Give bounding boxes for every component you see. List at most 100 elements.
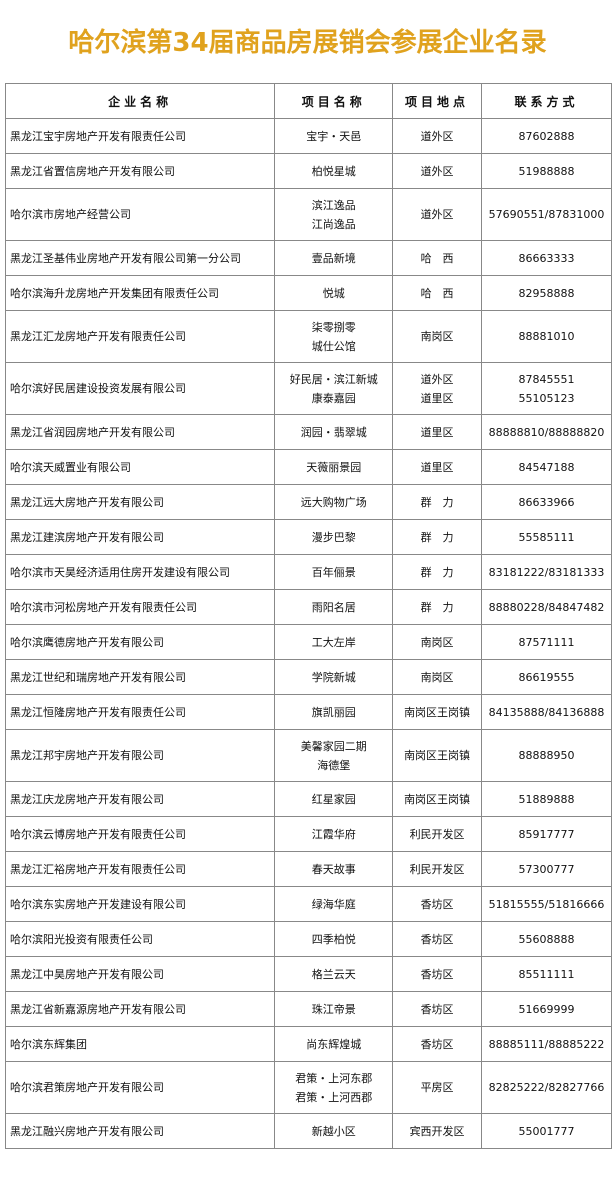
table-row: 黑龙江中昊房地产开发有限公司 格兰云天 香坊区 85511111 [4, 956, 613, 992]
table-cell: 道外区 [392, 118, 482, 154]
cell-text: 黑龙江省新嘉源房地产开发有限公司 [10, 1002, 186, 1016]
cell-text: 黑龙江省润园房地产开发有限公司 [10, 425, 175, 439]
cell-text: 55608888 [518, 932, 575, 946]
table-cell: 55001777 [480, 1113, 613, 1149]
cell-text: 85917777 [518, 827, 575, 841]
table-cell: 工大左岸 [274, 624, 394, 660]
cell-text: 香坊区 [420, 1002, 454, 1016]
table-cell: 哈尔滨市房地产经营公司 [4, 188, 276, 241]
table-cell: 黑龙江远大房地产开发有限公司 [4, 484, 276, 520]
table-row: 黑龙江恒隆房地产开发有限责任公司 旗凯丽园 南岗区王岗镇 84135888/84136… [4, 694, 613, 730]
table-cell: 宾西开发区 [392, 1113, 482, 1149]
cell-text: 哈尔滨市天昊经济适用住房开发建设有限公司 [10, 565, 230, 579]
table-cell: 黑龙江邦宇房地产开发有限公司 [4, 729, 276, 782]
table-row: 哈尔滨市天昊经济适用住房开发建设有限公司 百年俪景 群 力 83181222/8318… [4, 554, 613, 590]
cell-text: 哈尔滨东辉集团 [10, 1037, 87, 1051]
table-cell: 哈尔滨阳光投资有限责任公司 [4, 921, 276, 957]
table-row: 黑龙江圣基伟业房地产开发有限公司第一分公司 壹品新境 哈 西 86663333 [4, 240, 613, 276]
cell-text: 哈尔滨东实房地产开发建设有限公司 [10, 897, 186, 911]
table-cell: 哈尔滨东实房地产开发建设有限公司 [4, 886, 276, 922]
cell-text: 84547188 [518, 460, 575, 474]
cell-text: 南岗区 [420, 330, 454, 343]
cell-text: 君策・上河东郡 [295, 1071, 373, 1085]
table-row: 哈尔滨海升龙房地产开发集团有限责任公司 悦城 哈 西 82958888 [4, 275, 613, 311]
table-cell: 57690551/87831000 [480, 188, 613, 241]
table-cell: 86663333 [480, 240, 613, 276]
table-cell: 美馨家园二期 海德堡 [274, 729, 394, 782]
table-cell: 哈尔滨天威置业有限公司 [4, 449, 276, 485]
cell-text: 城仕公馆 [311, 339, 356, 353]
table-cell: 江霞华府 [274, 816, 394, 852]
cell-text: 学院新城 [311, 670, 356, 684]
table-cell: 黑龙江省润园房地产开发有限公司 [4, 414, 276, 450]
table-cell: 群 力 [392, 484, 482, 520]
table-row: 黑龙江宝宇房地产开发有限责任公司 宝宇・天邑 道外区 87602888 [4, 118, 613, 154]
table-cell: 香坊区 [392, 921, 482, 957]
title: 哈尔滨第34届商品房展销会参展企业名录 [68, 28, 547, 58]
company-table: 企业名称 项目名称 项目地点 联系方式 黑龙江宝宇房地产开发有限责任公司 宝宇・天邑 道外… [4, 83, 613, 1149]
table-cell: 88888810/88888820 [480, 414, 613, 450]
column-header: 项目名称 [274, 83, 394, 119]
table-row: 黑龙江汇裕房地产开发有限责任公司 春天故事 利民开发区 57300777 [4, 851, 613, 887]
cell-text: 黑龙江建滨房地产开发有限公司 [10, 530, 164, 544]
table-cell: 88888950 [480, 729, 613, 782]
cell-text: 道外区 [420, 208, 454, 221]
cell-text: 君策・上河西郡 [295, 1090, 373, 1104]
table-cell: 85917777 [480, 816, 613, 852]
cell-text: 哈尔滨市房地产经营公司 [10, 208, 131, 221]
cell-text: 黑龙江庆龙房地产开发有限公司 [10, 792, 164, 806]
table-cell: 道里区 [392, 414, 482, 450]
table-row: 哈尔滨好民居建设投资发展有限公司 好民居・滨江新城 康泰嘉园 道外区 道里区 878455… [4, 362, 613, 415]
cell-text: 55001777 [518, 1124, 575, 1138]
cell-text: 黑龙江圣基伟业房地产开发有限公司第一分公司 [10, 251, 241, 265]
table-cell: 55585111 [480, 519, 613, 555]
header-row: 企业名称 项目名称 项目地点 联系方式 [4, 83, 613, 119]
cell-text: 格兰云天 [311, 967, 356, 981]
table-row: 哈尔滨市河松房地产开发有限责任公司 雨阳名居 群 力 88880228/8484748… [4, 589, 613, 625]
table-cell: 87845551 55105123 [480, 362, 613, 415]
cell-text: 宾西开发区 [409, 1124, 465, 1138]
table-cell: 格兰云天 [274, 956, 394, 992]
cell-text: 工大左岸 [311, 635, 356, 649]
table-cell: 51669999 [480, 991, 613, 1027]
cell-text: 83181222/83181333 [488, 565, 605, 579]
cell-text: 远大购物广场 [300, 495, 367, 509]
table-cell: 香坊区 [392, 1026, 482, 1062]
cell-text: 利民开发区 [409, 862, 465, 876]
table-cell: 88881010 [480, 310, 613, 363]
cell-text: 88880228/84847482 [488, 600, 605, 614]
table-cell: 83181222/83181333 [480, 554, 613, 590]
table-cell: 旗凯丽园 [274, 694, 394, 730]
cell-text: 哈尔滨鹰德房地产开发有限公司 [10, 635, 164, 649]
cell-text: 好民居・滨江新城 [289, 372, 378, 386]
table-cell: 柒零捌零 城仕公馆 [274, 310, 394, 363]
cell-text: 88888950 [518, 749, 575, 762]
cell-text: 美馨家园二期 [300, 739, 367, 753]
table-cell: 宝宇・天邑 [274, 118, 394, 154]
cell-text: 南岗区王岗镇 [404, 792, 471, 806]
table-cell: 85511111 [480, 956, 613, 992]
table-row: 哈尔滨市房地产经营公司 滨江逸品 江尚逸品 道外区 57690551/87831000 [4, 188, 613, 241]
cell-text: 旗凯丽园 [311, 705, 356, 719]
cell-text: 哈尔滨阳光投资有限责任公司 [10, 932, 153, 946]
table-cell: 天薇丽景园 [274, 449, 394, 485]
cell-text: 黑龙江中昊房地产开发有限公司 [10, 967, 164, 981]
cell-text: 香坊区 [420, 967, 454, 981]
cell-text: 群 力 [420, 495, 454, 509]
table-cell: 哈尔滨好民居建设投资发展有限公司 [4, 362, 276, 415]
table-cell: 黑龙江汇龙房地产开发有限责任公司 [4, 310, 276, 363]
table-row: 黑龙江省润园房地产开发有限公司 润园・翡翠城 道里区 88888810/8888882… [4, 414, 613, 450]
table-cell: 漫步巴黎 [274, 519, 394, 555]
cell-text: 哈尔滨君策房地产开发有限公司 [10, 1081, 164, 1094]
table-cell: 哈尔滨市天昊经济适用住房开发建设有限公司 [4, 554, 276, 590]
table-row: 哈尔滨东实房地产开发建设有限公司 绿海华庭 香坊区 51815555/51816666 [4, 886, 613, 922]
cell-text: 柏悦星城 [311, 164, 356, 178]
cell-text: 黑龙江汇龙房地产开发有限责任公司 [10, 330, 186, 343]
cell-text: 87571111 [518, 635, 575, 649]
table-cell: 南岗区 [392, 659, 482, 695]
cell-text: 道里区 [420, 391, 454, 405]
cell-text: 雨阳名居 [311, 600, 356, 614]
table-row: 哈尔滨东辉集团 尚东辉煌城 香坊区 88885111/88885222 [4, 1026, 613, 1062]
table-cell: 黑龙江融兴房地产开发有限公司 [4, 1113, 276, 1149]
table-cell: 87602888 [480, 118, 613, 154]
